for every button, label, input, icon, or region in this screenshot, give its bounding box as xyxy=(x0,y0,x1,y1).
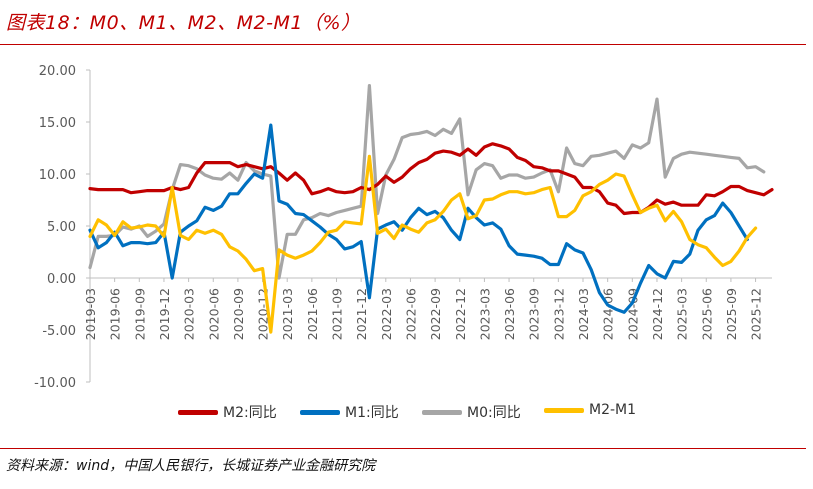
series-line-m0 xyxy=(88,83,766,280)
x-tick-label: 2019-03 xyxy=(83,288,98,340)
x-tick-label: 2020-06 xyxy=(206,288,221,340)
y-tick-label: 10.00 xyxy=(39,168,76,183)
line-chart: 20.00 15.00 10.00 5.00 0.00 -5.00 -10.00 2019-0… xyxy=(34,64,774,391)
x-tick-label: 2025-06 xyxy=(699,288,714,340)
legend-swatch xyxy=(544,407,584,413)
y-tick-label: -5.00 xyxy=(42,324,76,339)
legend-swatch xyxy=(178,409,218,415)
x-tick-label: 2021-06 xyxy=(305,288,320,340)
legend-label: M2-M1 xyxy=(589,402,637,418)
x-tick-label: 2022-12 xyxy=(453,288,468,340)
chart-legend: M2:同比 M1:同比 M0:同比 M2-M1 xyxy=(0,402,813,432)
x-tick-label: 2023-06 xyxy=(502,288,517,340)
x-tick-label: 2021-09 xyxy=(330,288,345,340)
y-tick-label: 20.00 xyxy=(39,64,76,79)
y-tick-label: 5.00 xyxy=(47,220,76,235)
legend-label: M0:同比 xyxy=(467,405,521,421)
legend-swatch xyxy=(300,409,340,415)
x-tick-label: 2022-03 xyxy=(379,288,394,340)
x-tick-label: 2023-03 xyxy=(477,288,492,340)
y-tick-label: 15.00 xyxy=(39,116,76,131)
chart-axes: 20.00 15.00 10.00 5.00 0.00 -5.00 -10.00 2019-0… xyxy=(34,64,772,391)
legend-item: M2:同比 xyxy=(178,402,277,422)
x-tick-label: 2022-09 xyxy=(428,288,443,340)
x-tick-label: 2025-09 xyxy=(724,288,739,340)
title-divider xyxy=(0,44,806,45)
x-tick-label: 2021-03 xyxy=(280,288,295,340)
source-note: 资料来源：wind，中国人民银行，长城证券产业金融研究院 xyxy=(6,458,376,474)
x-tick-label: 2019-09 xyxy=(132,288,147,340)
x-tick-label: 2024-09 xyxy=(625,288,640,340)
legend-item: M2-M1 xyxy=(544,402,636,418)
x-tick-label: 2024-12 xyxy=(650,288,665,340)
x-tick-label: 2023-09 xyxy=(527,288,542,340)
x-tick-label: 2019-12 xyxy=(157,288,172,340)
y-tick-label: -10.00 xyxy=(34,376,76,391)
x-tick-label: 2019-06 xyxy=(108,288,123,340)
legend-item: M1:同比 xyxy=(300,402,399,422)
x-tick-label: 2021-12 xyxy=(354,288,369,340)
x-tick-label: 2025-03 xyxy=(675,288,690,340)
x-tick-label: 2025-12 xyxy=(749,288,764,340)
x-tick-label: 2024-03 xyxy=(576,288,591,340)
x-tick-label: 2020-03 xyxy=(182,288,197,340)
legend-label: M2:同比 xyxy=(223,405,277,421)
legend-swatch xyxy=(422,409,462,415)
source-divider xyxy=(0,448,806,449)
series-line-m2 xyxy=(88,142,774,216)
series-line-m1 xyxy=(88,123,749,314)
x-tick-label: 2023-12 xyxy=(551,288,566,340)
x-tick-label: 2022-06 xyxy=(403,288,418,340)
page-title: 图表18：M0、M1、M2、M2-M1（%） xyxy=(6,12,361,34)
chart-series-lines xyxy=(88,83,774,334)
x-tick-label: 2020-09 xyxy=(231,288,246,340)
legend-label: M1:同比 xyxy=(345,405,399,421)
series-line-m2-m1 xyxy=(88,154,758,334)
y-tick-label: 0.00 xyxy=(47,272,76,287)
legend-item: M0:同比 xyxy=(422,402,521,422)
